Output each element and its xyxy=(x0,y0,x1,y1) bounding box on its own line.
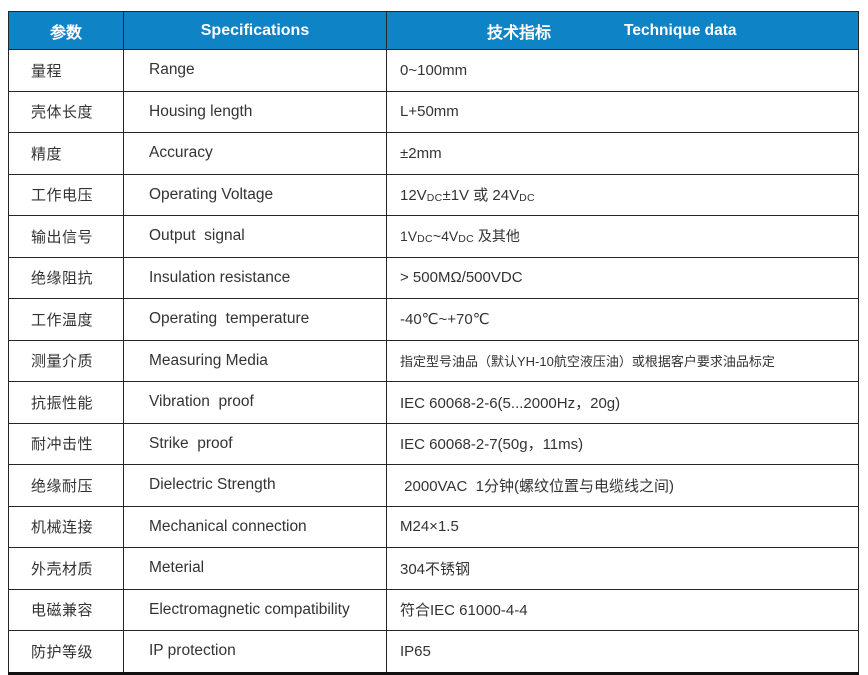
header-param: 参数 xyxy=(8,11,124,50)
param-cell: 输出信号 xyxy=(8,215,124,258)
param-cell: 防护等级 xyxy=(8,630,124,674)
spec-cell: Measuring Media xyxy=(123,339,387,382)
param-cell: 量程 xyxy=(8,49,124,92)
table-row: 工作温度 Operating temperature -40℃~+70℃ xyxy=(8,298,859,341)
value-text: ~4V xyxy=(432,228,459,245)
spec-cell: Meterial xyxy=(123,547,387,590)
param-cell: 壳体长度 xyxy=(8,90,124,133)
param-cell: 耐冲击性 xyxy=(8,422,124,465)
subscript: DC xyxy=(458,233,474,246)
spec-cell: IP protection xyxy=(123,630,387,674)
spec-cell: Output signal xyxy=(123,215,387,258)
table-row: 精度 Accuracy ±2mm xyxy=(8,132,859,175)
value-cell: > 500MΩ/500VDC xyxy=(386,256,859,299)
table-row: 抗振性能 Vibration proof IEC 60068-2-6(5...200… xyxy=(8,381,859,424)
subscript: DC xyxy=(417,233,433,246)
table-row: 电磁兼容 Electromagnetic compatibility 符合IEC 6… xyxy=(8,588,859,631)
value-cell: L+50mm xyxy=(386,90,859,133)
table-row: 机械连接 Mechanical connection M24×1.5 xyxy=(8,505,859,548)
value-cell: 12VDC±1V 或 24VDC xyxy=(386,173,859,216)
spec-cell: Mechanical connection xyxy=(123,505,387,548)
param-cell: 精度 xyxy=(8,132,124,175)
param-cell: 工作电压 xyxy=(8,173,124,216)
value-text: ±1V 或 24V xyxy=(442,187,520,205)
spec-cell: Strike proof xyxy=(123,422,387,465)
spec-table-container: 参数 Specifications 技术指标 Technique data 量程 Ran… xyxy=(8,11,859,675)
subscript: DC xyxy=(519,192,535,205)
table-row: 测量介质 Measuring Media 指定型号油品（默认YH-10航空液压油）或… xyxy=(8,339,859,382)
spec-cell: Dielectric Strength xyxy=(123,464,387,507)
value-text: 及其他 xyxy=(473,228,520,245)
value-cell: IP65 xyxy=(386,630,859,674)
spec-cell: Operating Voltage xyxy=(123,173,387,216)
param-cell: 外壳材质 xyxy=(8,547,124,590)
value-cell: IEC 60068-2-6(5...2000Hz，20g) xyxy=(386,381,859,424)
table-row: 耐冲击性 Strike proof IEC 60068-2-7(50g，11ms) xyxy=(8,422,859,465)
table-row: 绝缘阻抗 Insulation resistance > 500MΩ/500VDC xyxy=(8,256,859,299)
value-cell: M24×1.5 xyxy=(386,505,859,548)
param-cell: 工作温度 xyxy=(8,298,124,341)
value-cell: 2000VAC 1分钟(螺纹位置与电缆线之间) xyxy=(386,464,859,507)
param-cell: 测量介质 xyxy=(8,339,124,382)
header-specifications: Specifications xyxy=(123,11,387,50)
value-cell: 指定型号油品（默认YH-10航空液压油）或根据客户要求油品标定 xyxy=(386,339,859,382)
value-cell: 304不锈钢 xyxy=(386,547,859,590)
table-row: 绝缘耐压 Dielectric Strength 2000VAC 1分钟(螺纹位置… xyxy=(8,464,859,507)
header-technique-cn: 技术指标 xyxy=(487,24,552,42)
table-row: 外壳材质 Meterial 304不锈钢 xyxy=(8,547,859,590)
param-cell: 绝缘耐压 xyxy=(8,464,124,507)
table-row: 输出信号 Output signal 1VDC~4VDC 及其他 xyxy=(8,215,859,258)
value-cell: IEC 60068-2-7(50g，11ms) xyxy=(386,422,859,465)
value-text: 12V xyxy=(400,187,427,205)
table-row: 工作电压 Operating Voltage 12VDC±1V 或 24VDC xyxy=(8,173,859,216)
spec-cell: Insulation resistance xyxy=(123,256,387,299)
spec-cell: Accuracy xyxy=(123,132,387,175)
param-cell: 电磁兼容 xyxy=(8,588,124,631)
value-text: 1V xyxy=(400,228,418,245)
table-row: 量程 Range 0~100mm xyxy=(8,49,859,92)
param-cell: 绝缘阻抗 xyxy=(8,256,124,299)
table-row: 防护等级 IP protection IP65 xyxy=(8,630,859,674)
table-row: 壳体长度 Housing length L+50mm xyxy=(8,90,859,133)
header-technique-en: Technique data xyxy=(624,21,737,39)
subscript: DC xyxy=(426,192,443,205)
value-cell: 0~100mm xyxy=(386,49,859,92)
header-technique: 技术指标 Technique data xyxy=(386,11,859,50)
value-cell: -40℃~+70℃ xyxy=(386,298,859,341)
value-cell: 符合IEC 61000-4-4 xyxy=(386,588,859,631)
spec-cell: Range xyxy=(123,49,387,92)
param-cell: 机械连接 xyxy=(8,505,124,548)
header-row: 参数 Specifications 技术指标 Technique data xyxy=(8,11,859,50)
spec-cell: Electromagnetic compatibility xyxy=(123,588,387,631)
spec-table: 参数 Specifications 技术指标 Technique data 量程 Ran… xyxy=(8,11,859,675)
value-cell: 1VDC~4VDC 及其他 xyxy=(386,215,859,258)
param-cell: 抗振性能 xyxy=(8,381,124,424)
spec-cell: Operating temperature xyxy=(123,298,387,341)
spec-cell: Housing length xyxy=(123,90,387,133)
value-cell: ±2mm xyxy=(386,132,859,175)
spec-cell: Vibration proof xyxy=(123,381,387,424)
